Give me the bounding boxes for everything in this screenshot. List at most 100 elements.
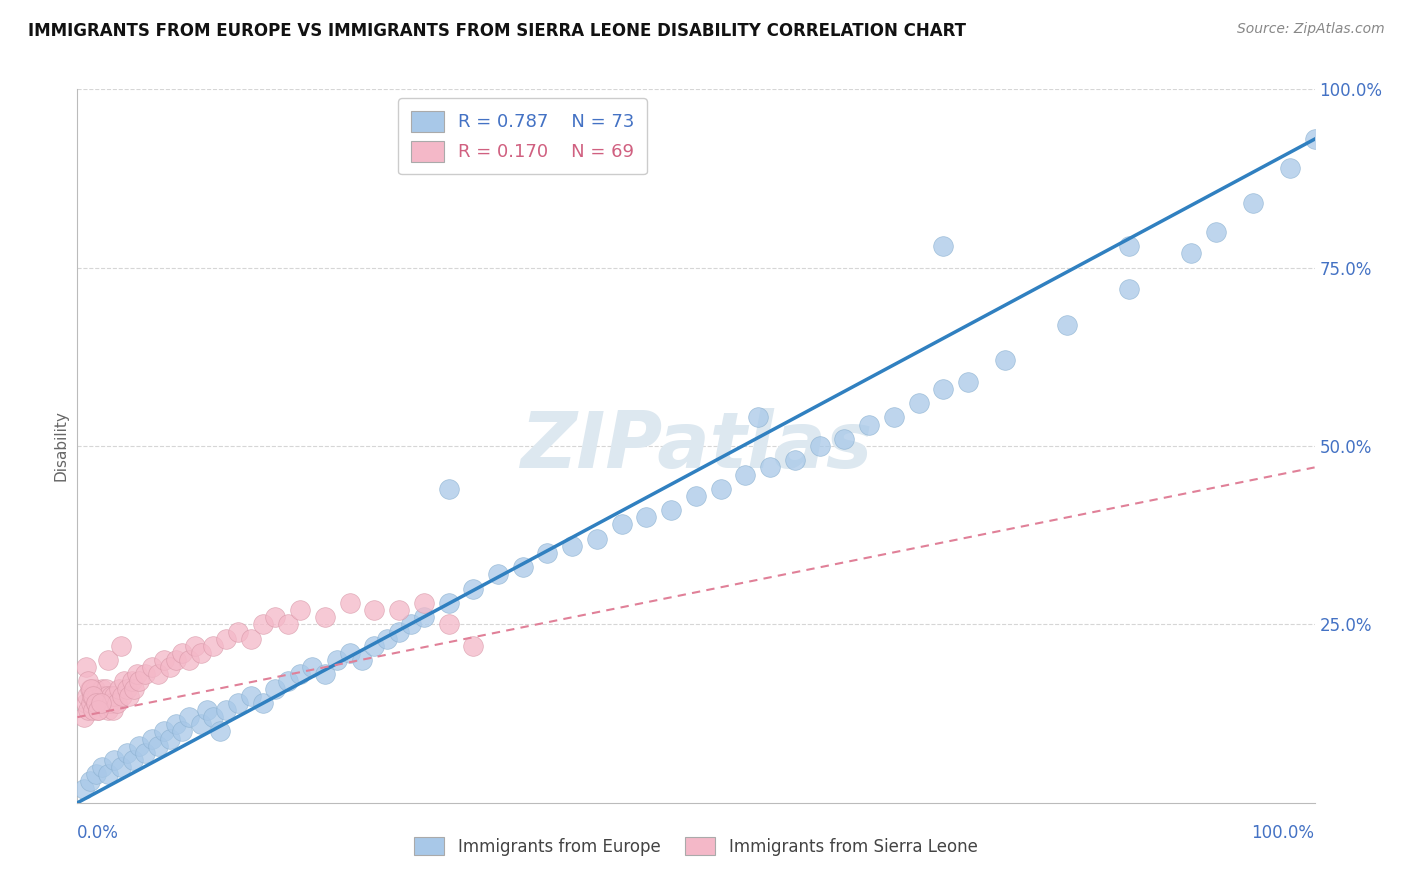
Point	[105, 696, 128, 710]
Point	[314, 610, 336, 624]
Point	[103, 703, 125, 717]
Point	[91, 681, 114, 696]
Point	[215, 703, 238, 717]
Point	[208, 724, 231, 739]
Point	[1118, 282, 1140, 296]
Point	[82, 689, 104, 703]
Point	[141, 660, 163, 674]
Point	[75, 660, 97, 674]
Point	[108, 681, 131, 696]
Point	[146, 739, 169, 753]
Point	[80, 696, 103, 710]
Point	[82, 689, 104, 703]
Point	[326, 653, 349, 667]
Point	[84, 767, 107, 781]
Point	[561, 539, 583, 553]
Point	[79, 681, 101, 696]
Point	[437, 596, 460, 610]
Point	[932, 239, 955, 253]
Point	[115, 746, 138, 760]
Point	[172, 724, 194, 739]
Y-axis label: Disability: Disability	[53, 410, 69, 482]
Text: Source: ZipAtlas.com: Source: ZipAtlas.com	[1237, 22, 1385, 37]
Point	[98, 696, 121, 710]
Point	[907, 396, 929, 410]
Point	[339, 646, 361, 660]
Text: IMMIGRANTS FROM EUROPE VS IMMIGRANTS FROM SIERRA LEONE DISABILITY CORRELATION CH: IMMIGRANTS FROM EUROPE VS IMMIGRANTS FRO…	[28, 22, 966, 40]
Point	[115, 681, 138, 696]
Point	[659, 503, 682, 517]
Point	[412, 610, 434, 624]
Point	[153, 724, 176, 739]
Point	[932, 382, 955, 396]
Point	[87, 703, 110, 717]
Point	[239, 632, 262, 646]
Legend: Immigrants from Europe, Immigrants from Sierra Leone: Immigrants from Europe, Immigrants from …	[408, 830, 984, 863]
Point	[122, 753, 145, 767]
Point	[339, 596, 361, 610]
Point	[159, 660, 181, 674]
Point	[277, 674, 299, 689]
Text: ZIPatlas: ZIPatlas	[520, 408, 872, 484]
Point	[401, 617, 423, 632]
Point	[264, 681, 287, 696]
Point	[83, 681, 105, 696]
Point	[90, 696, 112, 710]
Point	[80, 681, 103, 696]
Point	[252, 617, 274, 632]
Point	[101, 696, 124, 710]
Point	[125, 667, 148, 681]
Point	[111, 689, 134, 703]
Point	[1278, 161, 1301, 175]
Point	[165, 653, 187, 667]
Point	[375, 632, 398, 646]
Point	[84, 696, 107, 710]
Point	[734, 467, 756, 482]
Point	[202, 710, 225, 724]
Point	[288, 603, 311, 617]
Point	[91, 689, 114, 703]
Point	[103, 689, 125, 703]
Point	[363, 639, 385, 653]
Point	[79, 774, 101, 789]
Point	[93, 696, 115, 710]
Point	[226, 624, 249, 639]
Point	[301, 660, 323, 674]
Point	[122, 681, 145, 696]
Point	[97, 653, 120, 667]
Point	[1205, 225, 1227, 239]
Point	[72, 781, 94, 796]
Point	[134, 667, 156, 681]
Point	[110, 760, 132, 774]
Point	[91, 760, 114, 774]
Point	[146, 667, 169, 681]
Point	[350, 653, 373, 667]
Text: 100.0%: 100.0%	[1251, 824, 1315, 842]
Point	[437, 482, 460, 496]
Point	[463, 582, 485, 596]
Point	[118, 689, 141, 703]
Point	[76, 689, 98, 703]
Point	[77, 703, 100, 717]
Point	[128, 674, 150, 689]
Point	[97, 767, 120, 781]
Point	[153, 653, 176, 667]
Point	[190, 717, 212, 731]
Point	[437, 617, 460, 632]
Point	[96, 689, 118, 703]
Point	[586, 532, 609, 546]
Point	[94, 681, 117, 696]
Point	[184, 639, 207, 653]
Point	[202, 639, 225, 653]
Point	[834, 432, 856, 446]
Point	[215, 632, 238, 646]
Point	[103, 753, 125, 767]
Point	[77, 674, 100, 689]
Point	[165, 717, 187, 731]
Point	[388, 603, 411, 617]
Point	[288, 667, 311, 681]
Point	[177, 653, 200, 667]
Point	[883, 410, 905, 425]
Point	[512, 560, 534, 574]
Point	[110, 639, 132, 653]
